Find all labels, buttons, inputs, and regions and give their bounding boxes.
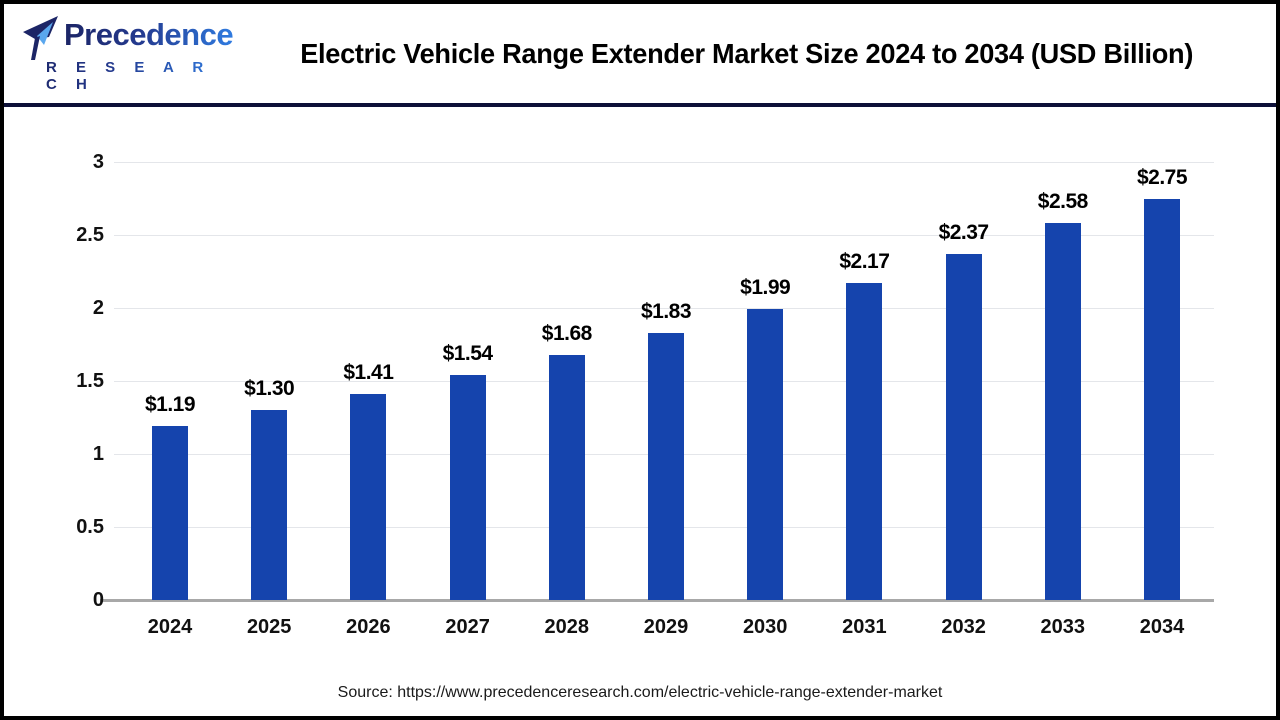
- header-divider: [4, 103, 1276, 107]
- gridline-y-3: [114, 162, 1214, 163]
- y-axis-tick-label: 3: [92, 151, 104, 173]
- chart-panel: 0 0.5 1 1.5 2 2.5 3 $1.19 2024 $1.30 2025 $1.41 2026…: [4, 107, 1276, 716]
- bar-value-label-2026: $1.41: [343, 361, 394, 385]
- chart-title: Electric Vehicle Range Extender Market S…: [300, 37, 1194, 69]
- bar-2031: [846, 283, 883, 600]
- bar-2028: [548, 354, 585, 600]
- bar-value-label-2032: $2.37: [938, 220, 990, 244]
- x-axis-tick-label-2024: 2024: [147, 616, 193, 638]
- bar-2033: [1044, 223, 1081, 600]
- bar-2032: [945, 253, 982, 600]
- bar-2029: [648, 332, 684, 600]
- logo-paper-plane-icon: [23, 15, 58, 60]
- bar-chart-plot: 0 0.5 1 1.5 2 2.5 3 $1.19 2024 $1.30 2025 $1.41 2026…: [76, 151, 1214, 638]
- x-axis-tick-label-2029: 2029: [643, 616, 689, 638]
- y-axis-tick-label: 0.5: [76, 516, 104, 538]
- bar-2027: [449, 375, 486, 600]
- x-axis-tick-label-2028: 2028: [544, 616, 590, 638]
- bar-2030: [747, 309, 784, 600]
- y-axis-tick-label: 1: [92, 443, 104, 465]
- bar-value-label-2031: $2.17: [839, 250, 890, 274]
- x-axis-tick-label-2027: 2027: [445, 616, 490, 638]
- y-axis-tick-label: 2: [92, 297, 104, 319]
- x-axis-tick-label-2025: 2025: [246, 616, 292, 638]
- bar-value-label-2033: $2.58: [1037, 190, 1089, 214]
- x-axis-tick-label-2033: 2033: [1040, 616, 1086, 638]
- gridline-y-2.5: [114, 235, 1214, 236]
- source-text: Source: https://www.precedenceresearch.c…: [337, 684, 943, 701]
- y-axis-tick-label: 0: [92, 589, 104, 611]
- bar-value-label-2030: $1.99: [740, 276, 791, 300]
- bar-2034: [1144, 198, 1180, 600]
- x-axis-tick-label-2032: 2032: [941, 616, 986, 638]
- logo-subname: R E S E A R C H: [22, 59, 227, 93]
- x-axis-tick-label-2034: 2034: [1139, 616, 1185, 638]
- bar-2024: [152, 426, 188, 600]
- logo-name: Precedence: [64, 15, 234, 55]
- header: Precedence R E S E A R C H Electric Vehi…: [4, 4, 1276, 103]
- bar-value-label-2034: $2.75: [1136, 165, 1188, 189]
- x-axis-line: [100, 599, 1214, 602]
- x-axis-tick-label-2031: 2031: [842, 616, 887, 638]
- y-axis-tick-label: 1.5: [76, 370, 104, 392]
- bar-value-label-2027: $1.54: [442, 342, 494, 366]
- bar-value-label-2029: $1.83: [640, 299, 692, 323]
- y-axis-tick-label: 2.5: [76, 224, 104, 246]
- gridline-y-2: [114, 308, 1214, 309]
- bar-2026: [350, 394, 387, 600]
- x-axis-tick-label-2026: 2026: [346, 616, 391, 638]
- bar-value-label-2025: $1.30: [244, 377, 295, 401]
- bar-2025: [251, 410, 288, 600]
- x-axis-tick-label-2030: 2030: [742, 616, 788, 638]
- bar-value-label-2024: $1.19: [144, 393, 196, 417]
- precedence-research-logo: Precedence R E S E A R C H: [22, 15, 234, 93]
- bar-value-label-2028: $1.68: [541, 321, 593, 345]
